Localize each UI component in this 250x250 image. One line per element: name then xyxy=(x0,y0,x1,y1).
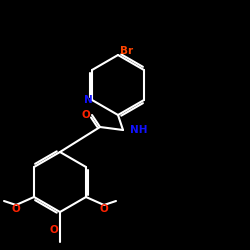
Text: O: O xyxy=(82,110,90,120)
Text: O: O xyxy=(50,225,58,235)
Text: NH: NH xyxy=(130,125,148,135)
Text: O: O xyxy=(12,204,20,214)
Text: N: N xyxy=(84,95,92,105)
Text: O: O xyxy=(100,204,108,214)
Text: Br: Br xyxy=(120,46,134,56)
